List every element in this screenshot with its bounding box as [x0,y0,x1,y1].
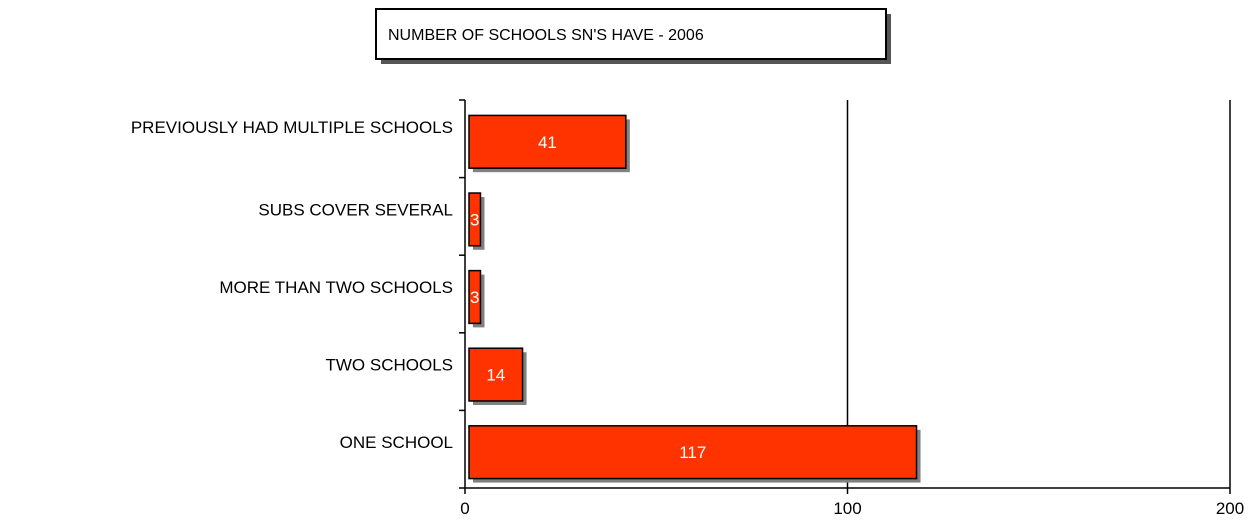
x-tick-label: 0 [460,499,469,518]
x-tick-label: 200 [1216,499,1244,518]
x-tick-label: 100 [833,499,861,518]
chart-title: NUMBER OF SCHOOLS SN'S HAVE - 2006 [375,8,891,64]
bar [468,192,482,247]
data-label: 117 [679,443,706,462]
plot-area: 0 100 200 41 PREVIOUSLY HAD MULTIPLE SCHOOLS… [131,99,1244,518]
bar [468,114,627,169]
category-label: PREVIOUSLY HAD MULTIPLE SCHOOLS [131,118,453,137]
category-label: MORE THAN TWO SCHOOLS [219,278,453,297]
data-label: 3 [470,288,479,307]
title-box [375,8,887,60]
category-label: SUBS COVER SEVERAL [258,200,453,219]
category-label: TWO SCHOOLS [325,356,453,375]
data-label: 3 [470,210,479,229]
bar [468,347,524,402]
bar [468,269,482,325]
data-label: 41 [538,133,557,152]
chart-title-text: NUMBER OF SCHOOLS SN'S HAVE - 2006 [388,27,704,44]
bar [468,425,918,480]
data-label: 14 [486,366,505,385]
category-label: ONE SCHOOL [340,433,453,452]
